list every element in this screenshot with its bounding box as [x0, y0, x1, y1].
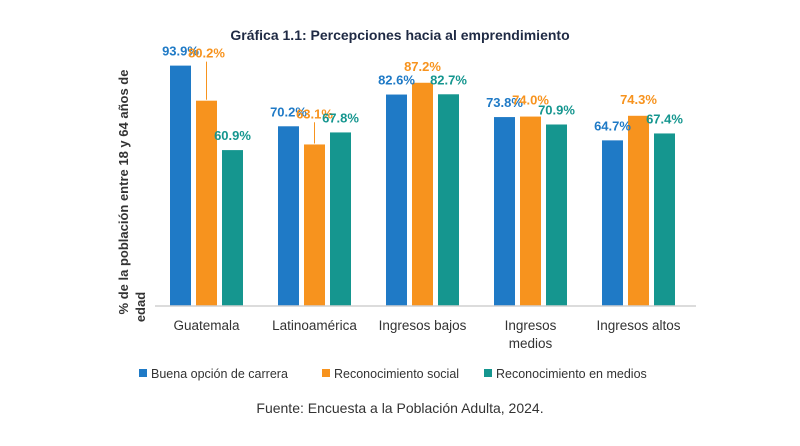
- bar-1-5: [602, 140, 623, 306]
- bar-1-2: [278, 126, 299, 307]
- legend-label-3: Reconocimiento en medios: [496, 367, 647, 381]
- data-label-1-2: 70.2%: [270, 104, 307, 119]
- legend: Buena opción de carrera Reconocimiento so…: [139, 367, 647, 381]
- data-label-2-1: 80.2%: [188, 46, 225, 61]
- data-label-3-1: 60.9%: [214, 128, 251, 143]
- x-tick-label-3: Ingresos bajos: [379, 318, 467, 333]
- bar-3-5: [654, 133, 675, 306]
- bar-1-3: [386, 94, 407, 306]
- bar-1-4: [494, 117, 515, 307]
- data-label-2-5: 74.3%: [620, 92, 657, 107]
- bar-2-4: [520, 116, 541, 306]
- x-tick-label-4-2: medios: [509, 336, 553, 351]
- x-tick-label-5: Ingresos altos: [596, 318, 680, 333]
- data-labels-layer: 93.9%80.2% 60.9% 70.2%63.1%67.8% 82.6%87.2%…: [162, 44, 683, 144]
- legend-swatch-1: [139, 369, 147, 377]
- data-label-2-2: 63.1%: [296, 106, 333, 121]
- bar-1-1: [170, 65, 191, 306]
- legend-swatch-3: [484, 369, 492, 377]
- bar-2-1: [196, 100, 217, 306]
- y-axis-label-line-1: % de la población entre 18 y 64 años de: [116, 70, 131, 315]
- bar-3-1: [222, 150, 243, 306]
- legend-label-1: Buena opción de carrera: [151, 367, 288, 381]
- legend-swatch-2: [322, 369, 330, 377]
- data-label-3-3: 82.7%: [430, 72, 467, 87]
- data-label-2-3: 87.2%: [404, 59, 441, 74]
- x-tick-label-2: Latinoamérica: [272, 318, 357, 333]
- chart-title: Gráfica 1.1: Percepciones hacia al empre…: [230, 27, 569, 43]
- data-label-1-4: 73.8%: [486, 95, 523, 110]
- data-label-2-4: 74.0%: [512, 93, 549, 108]
- data-label-3-5: 67.4%: [646, 111, 683, 126]
- bars-layer: [170, 65, 675, 307]
- x-tick-label-4-1: Ingresos: [505, 318, 557, 333]
- data-label-1-1: 93.9%: [162, 44, 199, 59]
- bar-3-4: [546, 124, 567, 306]
- x-tick-label-1: Guatemala: [173, 318, 240, 333]
- bar-2-2: [304, 144, 325, 306]
- chart-source: Fuente: Encuesta a la Población Adulta, …: [256, 400, 543, 416]
- bar-3-2: [330, 132, 351, 306]
- data-label-1-5: 64.7%: [594, 118, 631, 133]
- data-label-1-3: 82.6%: [378, 73, 415, 88]
- y-axis-label: % de la población entre 18 y 64 años de …: [116, 70, 148, 323]
- x-tick-labels: Guatemala Latinoamérica Ingresos bajos Ingr…: [173, 318, 680, 351]
- bar-2-5: [628, 115, 649, 307]
- data-label-3-2: 67.8%: [322, 110, 359, 125]
- bar-2-3: [412, 82, 433, 306]
- legend-label-2: Reconocimiento social: [334, 367, 459, 381]
- bar-3-3: [438, 94, 459, 307]
- data-label-3-4: 70.9%: [538, 102, 575, 117]
- y-axis-label-line-2: edad: [133, 292, 148, 322]
